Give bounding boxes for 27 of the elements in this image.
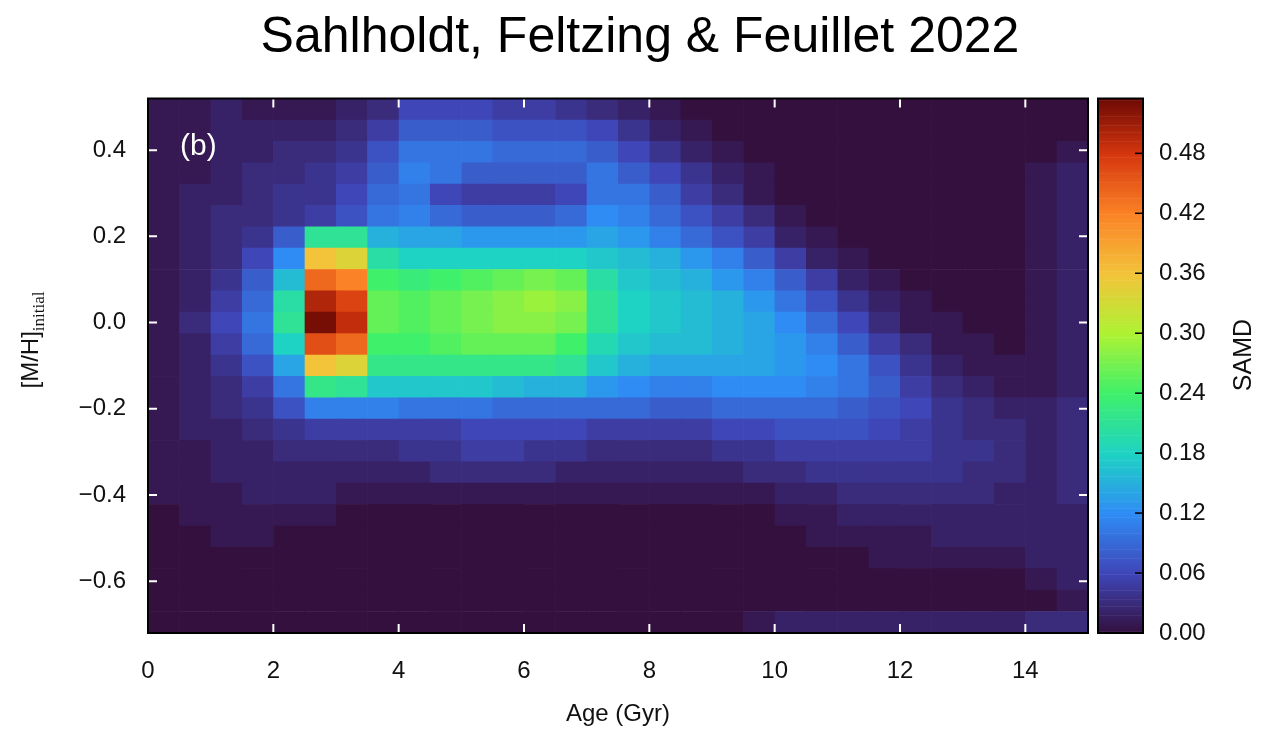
y-tick-label: −0.2 — [78, 393, 126, 421]
x-tick-label: 12 — [886, 656, 914, 684]
color-bar-label: 0.24 — [1159, 377, 1206, 405]
y-tick-label: 0.0 — [92, 307, 126, 335]
color-bar-title: SAMD — [1227, 317, 1257, 394]
x-tick-label: 0 — [141, 656, 155, 684]
y-tick-label: 0.4 — [92, 134, 126, 162]
color-bar-label: 0.12 — [1159, 497, 1206, 525]
annotation: (b) — [180, 127, 217, 161]
color-bar-label: 0.48 — [1159, 137, 1206, 165]
y-tick-label: −0.6 — [78, 565, 126, 593]
color-bar-label: 0.36 — [1159, 257, 1206, 285]
y-tick-label: 0.2 — [92, 220, 126, 248]
color-bar-label: 0.18 — [1159, 437, 1206, 465]
x-tick-label: 8 — [642, 656, 657, 684]
x-tick-label: 14 — [1011, 656, 1039, 684]
color-bar-label: 0.06 — [1159, 557, 1206, 585]
x-axis-title: Age (Gyr) — [565, 699, 671, 727]
y-tick-label: −0.4 — [78, 479, 126, 507]
x-tick-label: 10 — [761, 656, 789, 684]
chart-title: Sahlholdt, Feltzing & Feuillet 2022 — [259, 6, 1021, 65]
x-tick-label: 4 — [391, 656, 406, 684]
color-bar-label: 0.42 — [1159, 197, 1206, 225]
x-tick-label: 6 — [517, 656, 531, 684]
color-bar-label: 0.00 — [1159, 617, 1206, 645]
color-bar-label: 0.30 — [1159, 317, 1206, 345]
x-tick-label: 2 — [266, 656, 281, 684]
